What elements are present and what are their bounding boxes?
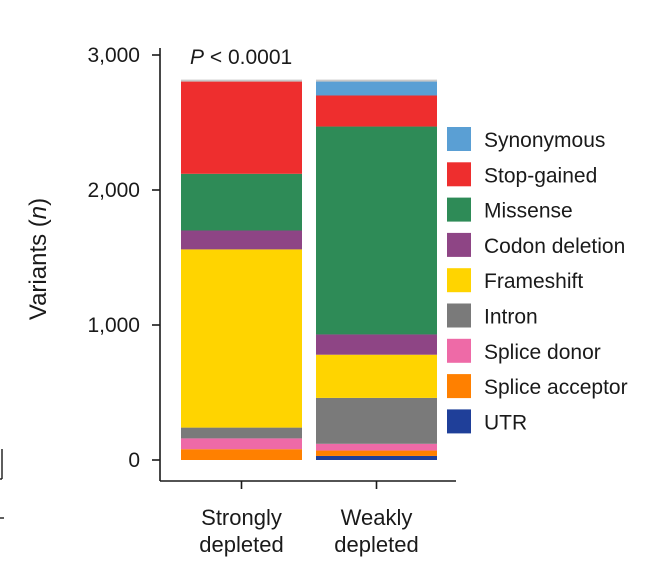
- y-axis-label: Variants (n): [25, 198, 52, 320]
- legend-swatch-utr: [447, 409, 471, 434]
- legend-label-utr: UTR: [484, 411, 527, 434]
- legend-label-missense: Missense: [484, 200, 573, 223]
- legend-label-codon-deletion: Codon deletion: [484, 235, 625, 258]
- legend: Synonymous Stop-gained Missense Codon delet…: [447, 127, 628, 434]
- bar-segment-splice-donor-strongly-depleted: [181, 438, 302, 450]
- axes-group: [159, 48, 456, 482]
- x-tick-label-line1: Strongly: [201, 505, 282, 530]
- legend-label-splice-donor: Splice donor: [484, 341, 601, 364]
- y-tick-label: 1,000: [87, 314, 140, 337]
- legend-swatch-synonymous: [447, 127, 471, 151]
- bar-segment-intron-weakly-depleted: [316, 397, 437, 444]
- y-tick-label: 3,000: [87, 44, 140, 67]
- y-axis-label-variable: n: [25, 206, 52, 219]
- bars-group: [181, 79, 437, 460]
- y-tick-label: 2,000: [87, 179, 140, 202]
- bar-segment-splice-donor-weakly-depleted: [316, 443, 437, 451]
- p-value-annotation: P < 0.0001: [190, 46, 292, 69]
- legend-label-intron: Intron: [484, 306, 538, 329]
- legend-swatch-intron: [447, 303, 471, 328]
- bar-segment-utr-weakly-depleted: [316, 455, 437, 460]
- legend-swatch-splice-acceptor: [447, 374, 471, 399]
- p-value-symbol: P: [190, 46, 204, 69]
- legend-swatch-stop-gained: [447, 162, 471, 187]
- bar-segment-codon-deletion-strongly-depleted: [181, 230, 302, 250]
- x-tick-label-line2: depleted: [199, 532, 283, 557]
- x-tick-label-line2: depleted: [334, 532, 418, 557]
- legend-label-synonymous: Synonymous: [484, 129, 605, 152]
- legend-swatch-missense: [447, 197, 471, 222]
- bar-segment-splice-acceptor-strongly-depleted: [181, 449, 302, 460]
- legend-label-stop-gained: Stop-gained: [484, 164, 597, 187]
- bar-segment-codon-deletion-weakly-depleted: [316, 334, 437, 355]
- legend-label-splice-acceptor: Splice acceptor: [484, 376, 628, 399]
- bar-segment-stop-gained-strongly-depleted: [181, 80, 302, 174]
- p-value-text: < 0.0001: [204, 46, 292, 69]
- legend-swatch-codon-deletion: [447, 232, 471, 257]
- bar-segment-stop-gained-weakly-depleted: [316, 95, 437, 127]
- y-ticks-group: 0 1,000 2,000 3,000: [87, 44, 160, 472]
- y-axis-label-end: ): [25, 198, 52, 206]
- bar-segment-frameshift-weakly-depleted: [316, 354, 437, 398]
- bar-segment-synonymous-weakly-depleted: [316, 80, 437, 96]
- legend-swatch-frameshift: [447, 268, 471, 293]
- bar-segment-missense-strongly-depleted: [181, 173, 302, 231]
- bar-segment-splice-acceptor-weakly-depleted: [316, 450, 437, 456]
- bar-segment-frameshift-strongly-depleted: [181, 249, 302, 428]
- x-tick-label-line1: Weakly: [341, 505, 413, 530]
- y-axis-label-main: Variants (: [25, 219, 52, 320]
- legend-swatch-splice-donor: [447, 338, 471, 363]
- bar-segment-intron-strongly-depleted: [181, 427, 302, 439]
- bar-segment-missense-weakly-depleted: [316, 126, 437, 335]
- legend-label-frameshift: Frameshift: [484, 270, 583, 293]
- y-tick-label: 0: [128, 449, 140, 472]
